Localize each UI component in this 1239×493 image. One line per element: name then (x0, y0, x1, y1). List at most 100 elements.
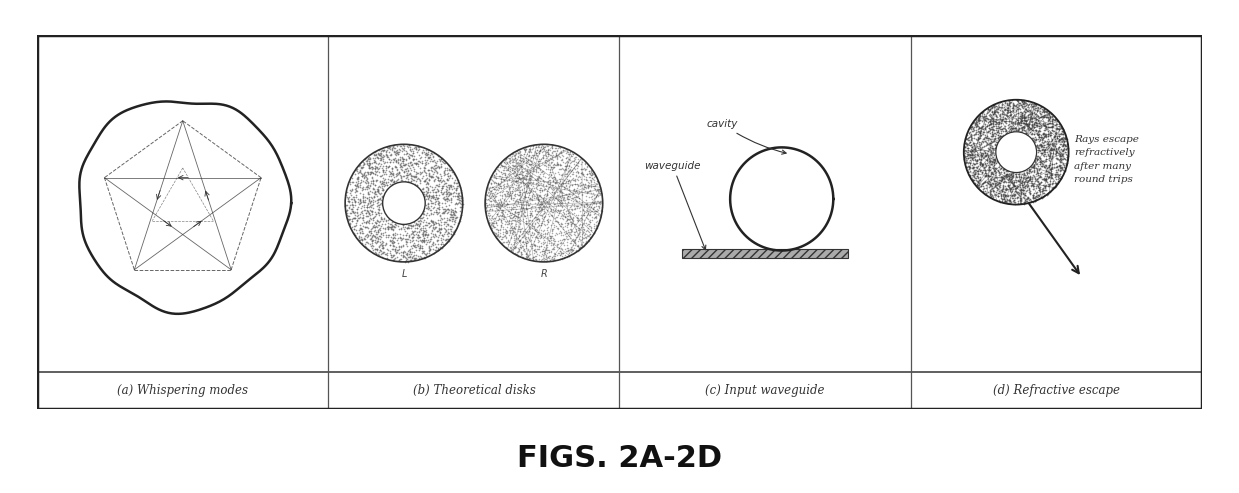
Point (987, 127, 1007, 135)
Point (586, 209, 606, 217)
Point (1025, 193, 1044, 201)
Point (961, 125, 981, 133)
Point (538, 187, 558, 195)
Point (1027, 107, 1047, 115)
Point (570, 204, 590, 212)
Point (995, 197, 1015, 205)
Point (991, 186, 1011, 194)
Point (968, 173, 987, 181)
Point (518, 156, 538, 164)
Point (1046, 115, 1066, 123)
Point (525, 226, 545, 234)
Point (563, 227, 582, 235)
Point (499, 217, 519, 225)
Point (1000, 128, 1020, 136)
Point (1011, 194, 1031, 202)
Point (992, 108, 1012, 116)
Point (1027, 141, 1047, 149)
Point (1012, 123, 1032, 131)
Point (524, 243, 544, 250)
Point (343, 203, 363, 211)
Point (354, 223, 374, 231)
Point (359, 155, 379, 163)
Point (560, 203, 580, 211)
Point (1033, 184, 1053, 192)
Point (496, 232, 515, 240)
Point (544, 239, 564, 247)
Point (501, 192, 520, 200)
Point (546, 152, 566, 160)
Point (1026, 184, 1046, 192)
Point (388, 155, 408, 163)
Point (481, 176, 501, 183)
Point (375, 188, 395, 196)
Point (1043, 127, 1063, 135)
Point (525, 180, 545, 188)
Point (1046, 116, 1066, 124)
Point (513, 230, 533, 238)
Point (375, 151, 395, 159)
Point (548, 188, 567, 196)
Point (374, 159, 394, 167)
Point (1038, 130, 1058, 138)
Point (581, 223, 601, 231)
Point (373, 238, 393, 246)
Point (506, 176, 525, 184)
Point (367, 163, 387, 171)
Point (959, 171, 979, 179)
Point (410, 214, 430, 222)
Point (419, 193, 439, 201)
Point (970, 148, 990, 156)
Point (419, 238, 439, 246)
Point (556, 165, 576, 173)
Point (538, 204, 558, 211)
Point (498, 190, 518, 198)
Point (486, 167, 506, 175)
Point (434, 235, 453, 243)
Point (439, 166, 458, 174)
Point (975, 164, 995, 172)
Point (518, 168, 538, 176)
Point (1040, 143, 1059, 151)
Point (1026, 126, 1046, 134)
Point (978, 155, 997, 163)
Point (499, 204, 519, 211)
Point (1017, 186, 1037, 194)
Point (985, 108, 1005, 116)
Point (489, 184, 509, 192)
Point (486, 231, 506, 239)
Point (563, 150, 582, 158)
Point (450, 204, 470, 211)
Point (1043, 120, 1063, 128)
Point (992, 132, 1012, 140)
Point (1038, 109, 1058, 117)
Point (1027, 155, 1047, 163)
Point (1011, 185, 1031, 193)
Point (435, 188, 455, 196)
Point (540, 252, 560, 260)
Point (529, 141, 549, 149)
Point (986, 183, 1006, 191)
Point (404, 231, 424, 239)
Point (577, 189, 597, 197)
Point (504, 231, 524, 239)
Point (1014, 179, 1033, 187)
Point (368, 208, 388, 216)
Point (529, 149, 549, 157)
Point (447, 184, 467, 192)
Point (1047, 117, 1067, 125)
Point (406, 155, 426, 163)
Point (364, 189, 384, 197)
Point (527, 176, 546, 183)
Point (489, 212, 509, 220)
Point (436, 167, 456, 175)
Point (354, 198, 374, 206)
Point (427, 238, 447, 246)
Point (415, 192, 435, 200)
Point (518, 229, 538, 237)
Point (520, 179, 540, 187)
Point (576, 196, 596, 204)
Text: (b) Theoretical disks: (b) Theoretical disks (413, 384, 535, 397)
Point (369, 221, 389, 229)
Point (492, 218, 512, 226)
